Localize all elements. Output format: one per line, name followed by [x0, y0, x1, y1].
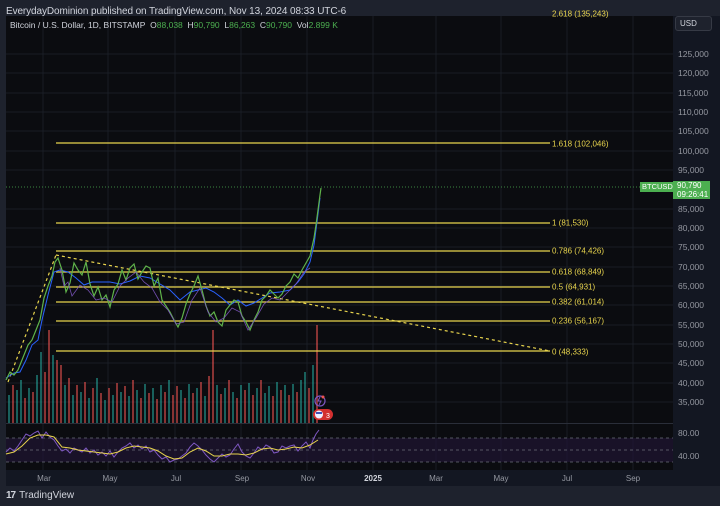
time-axis[interactable] [6, 470, 673, 486]
rsi-ma-line [5, 434, 319, 460]
time-label: Sep [234, 474, 250, 483]
price-tick: 125,000 [678, 49, 709, 59]
rsi-line [5, 429, 320, 463]
price-tick: 115,000 [678, 88, 709, 98]
price-tick: 85,000 [678, 204, 704, 214]
symbol-legend[interactable]: Bitcoin / U.S. Dollar, 1D, BITSTAMP O88,… [10, 20, 338, 30]
volume-bars [8, 325, 318, 423]
currency-button[interactable]: USD [675, 16, 712, 31]
fib-label-05: 0.5 (64,931) [552, 282, 596, 292]
time-label: Jul [170, 474, 182, 483]
price-axis[interactable] [673, 16, 720, 486]
price-tick: 40,000 [678, 378, 704, 388]
fib-label-2618: 2.618 (135,243) [552, 9, 609, 19]
time-label: Mar [37, 474, 51, 483]
time-label: Sep [625, 474, 641, 483]
time-label: May [102, 474, 118, 483]
moving-average-line [5, 197, 321, 379]
last-price-value: 90,790 [677, 181, 702, 190]
time-label: May [493, 474, 509, 483]
price-tick: 50,000 [678, 339, 704, 349]
price-tick: 110,000 [678, 107, 709, 117]
price-tick: 100,000 [678, 146, 709, 156]
symbol-description: Bitcoin / U.S. Dollar, 1D, BITSTAMP [10, 20, 146, 30]
price-tick: 80,000 [678, 223, 704, 233]
tradingview-logo-icon: 17 [6, 490, 16, 501]
svg-text:3: 3 [326, 413, 330, 420]
fib-label-0618: 0.618 (68,849) [552, 267, 605, 277]
price-tick: 55,000 [678, 320, 704, 330]
bar-countdown: 09:26:41 [677, 189, 709, 199]
open-value: 88,038 [156, 20, 183, 30]
price-tick: 45,000 [678, 358, 704, 368]
price-tick: 95,000 [678, 165, 704, 175]
time-label-year: 2025 [364, 474, 382, 483]
time-label: Jul [561, 474, 573, 483]
rsi-band [6, 438, 673, 462]
low-value: 86,263 [229, 20, 256, 30]
high-value: 90,790 [193, 20, 220, 30]
fib-label-0: 0 (48,333) [552, 347, 589, 357]
time-label: Mar [429, 474, 443, 483]
tradingview-branding: 17 TradingView [6, 490, 74, 501]
close-value: 90,790 [266, 20, 292, 30]
fib-lines [56, 142, 550, 352]
price-candles [5, 187, 322, 381]
lightning-event-icon [314, 395, 326, 407]
price-tick: 35,000 [678, 397, 704, 407]
price-tick: 70,000 [678, 262, 704, 272]
price-tick: 60,000 [678, 300, 704, 310]
fib-label-0236: 0.236 (56,167) [552, 316, 605, 326]
symbol-price-tag: BTCUSD [640, 182, 675, 192]
volume-value: 2.899 K [308, 20, 338, 30]
fib-label-0382: 0.382 (61,014) [552, 297, 605, 307]
publisher-line: EverydayDominion published on TradingVie… [6, 6, 347, 17]
price-tick: 120,000 [678, 68, 709, 78]
rsi-tick-40: 40.00 [678, 451, 700, 461]
fib-label-0786: 0.786 (74,426) [552, 246, 605, 256]
price-tick: 105,000 [678, 126, 709, 136]
rsi-tick-80: 80.00 [678, 428, 700, 438]
last-price-label: 90,790 09:26:41 [673, 181, 710, 199]
price-tick: 65,000 [678, 281, 704, 291]
fib-label-1618: 1.618 (102,046) [552, 139, 609, 149]
fib-label-1: 1 (81,530) [552, 218, 589, 228]
time-label: Nov [300, 474, 316, 483]
brand-name: TradingView [19, 490, 75, 501]
price-tick: 75,000 [678, 242, 704, 252]
grid-lines [6, 16, 673, 470]
trend-up-dashed [7, 254, 57, 383]
